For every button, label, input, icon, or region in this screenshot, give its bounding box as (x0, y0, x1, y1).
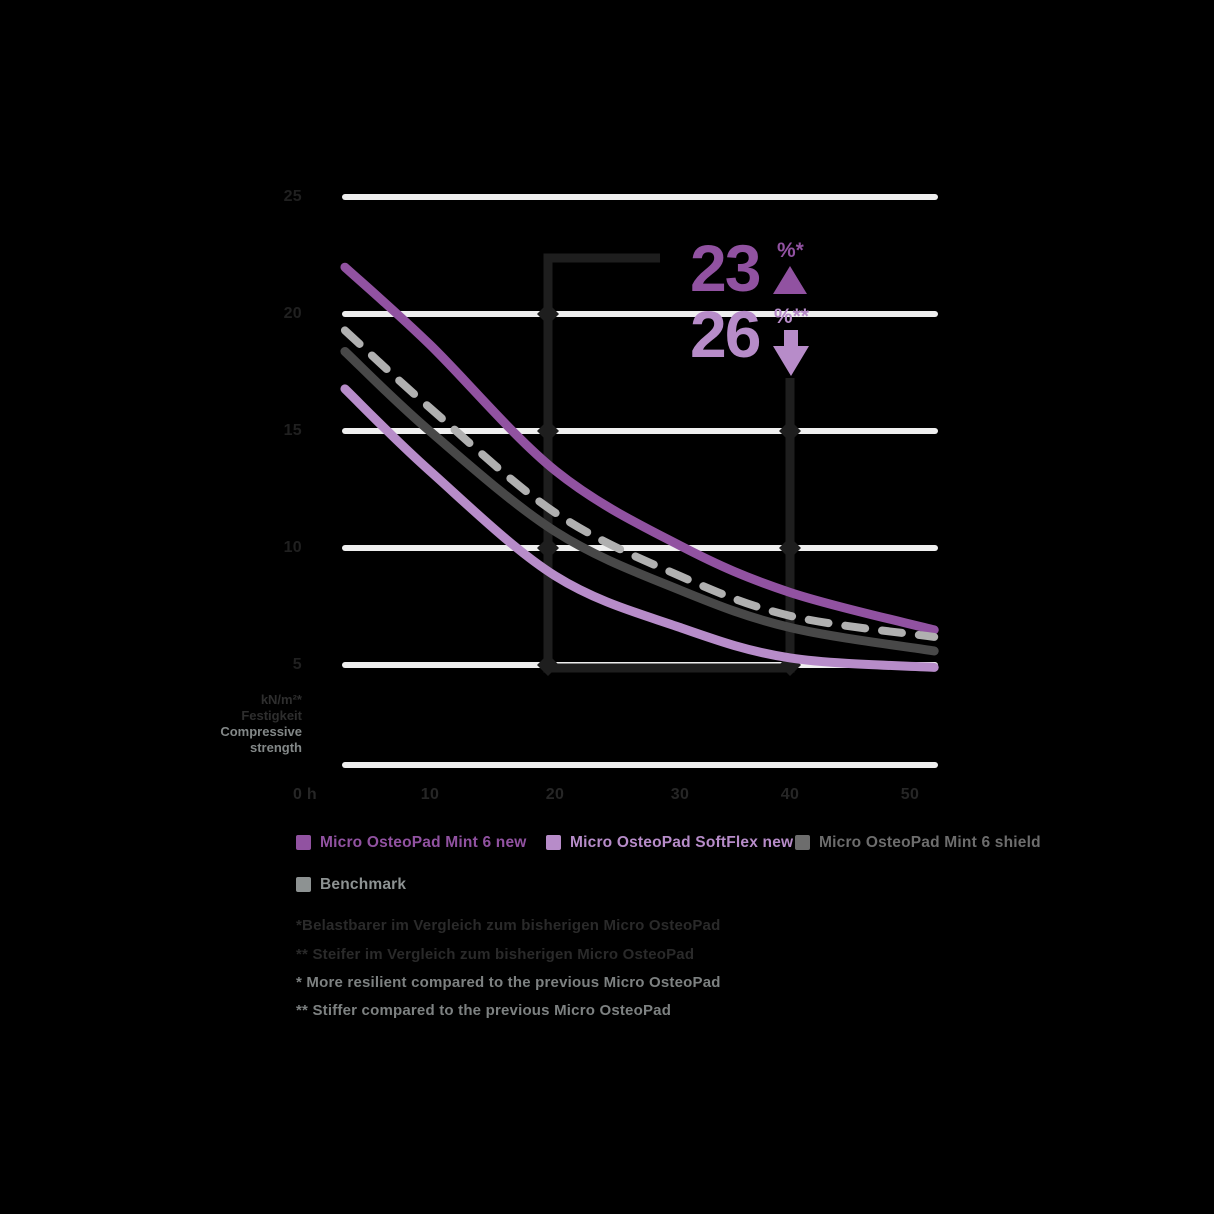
legend-swatch (296, 877, 311, 892)
legend-swatch (546, 835, 561, 850)
legend-item-mint6-shield: Micro OsteoPad Mint 6 shield (795, 834, 1041, 851)
legend-label: Micro OsteoPad Mint 6 shield (819, 833, 1041, 851)
series-benchmark (340, 326, 939, 641)
y-axis-title-line: kN/m²* (260, 692, 302, 707)
y-tick-label: 10 (283, 539, 302, 556)
x-tick-label: 40 (780, 786, 800, 803)
y-axis-title-line: Festigkeit (241, 708, 302, 723)
legend-swatch (296, 835, 311, 850)
x-tick-label: 50 (900, 786, 920, 803)
y-tick-label: 20 (283, 305, 302, 322)
y-tick-label: 5 (292, 656, 302, 673)
arrow-up-icon (773, 266, 808, 294)
footnote-german-resilient: *Belastbarer im Vergleich zum bisherigen… (296, 917, 721, 934)
legend-label: Micro OsteoPad Mint 6 new (320, 833, 527, 851)
y-axis-title-line: Compressive (220, 724, 302, 739)
annotation-increase: 23 %* (690, 231, 808, 305)
y-axis-title: kN/m²* Festigkeit Compressive strength (150, 692, 302, 756)
legend-label: Micro OsteoPad SoftFlex new (570, 833, 794, 851)
bracket-diamond (537, 654, 559, 676)
x-tick-label: 20 (545, 786, 565, 803)
series-micro-osteopad-softflex-new (340, 384, 939, 672)
legend-item-softflex-new: Micro OsteoPad SoftFlex new (546, 834, 793, 851)
decrease-value: 26 (690, 297, 761, 371)
series-micro-osteopad-mint-6-new (340, 262, 939, 635)
series-micro-osteopad-mint-6-shield (340, 346, 939, 656)
bracket-diamond (537, 303, 559, 325)
x-tick-label: 30 (670, 786, 690, 803)
arrow-down-icon (773, 330, 810, 376)
legend-swatch (795, 835, 810, 850)
footnote-german-stiffer: ** Steifer im Vergleich zum bisherigen M… (296, 946, 695, 963)
y-tick-label: 15 (283, 422, 302, 439)
bracket-diamond (779, 537, 801, 559)
bracket-diamond (537, 537, 559, 559)
annotation-decrease: 26 %** (690, 297, 810, 376)
bracket-diamond (779, 420, 801, 442)
footnote-english-resilient: * More resilient compared to the previou… (296, 974, 721, 991)
x-tick-label: 0 h (292, 786, 318, 803)
footnote-english-stiffer: ** Stiffer compared to the previous Micr… (296, 1002, 672, 1019)
decrease-suffix: %** (773, 305, 809, 328)
y-tick-label: 25 (283, 188, 302, 205)
increase-suffix: %* (776, 239, 804, 262)
increase-value: 23 (690, 231, 761, 305)
x-tick-label: 10 (420, 786, 440, 803)
bracket-diamond (537, 420, 559, 442)
legend-item-mint6-new: Micro OsteoPad Mint 6 new (296, 834, 527, 851)
legend-label: Benchmark (320, 875, 407, 893)
legend-item-benchmark: Benchmark (296, 876, 406, 893)
y-axis-title-line: strength (250, 740, 302, 755)
